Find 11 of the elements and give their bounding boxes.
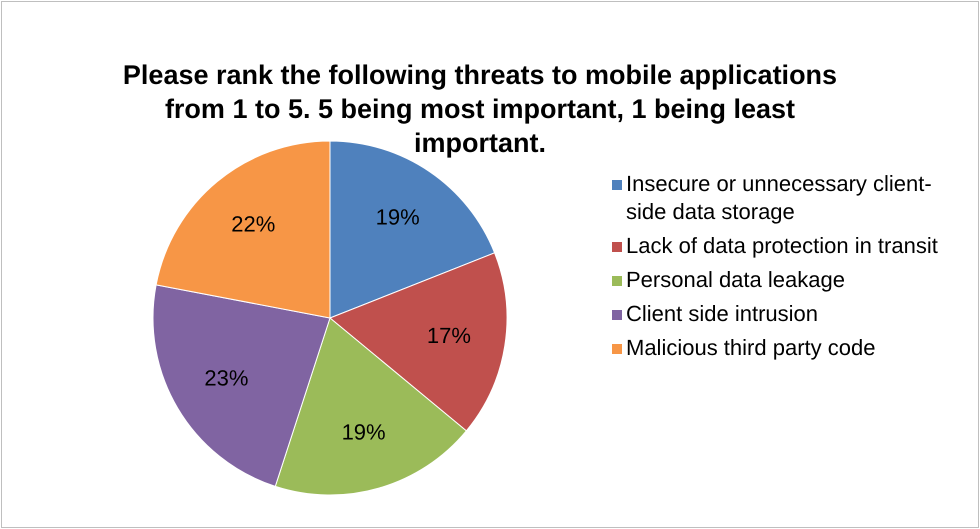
data-label: 19% <box>342 420 386 445</box>
data-label: 22% <box>231 211 276 236</box>
data-label: 23% <box>204 365 248 390</box>
chart-title: Please rank the following threats to mobile applications from 1 to 5. 5 being most important, 1 being least important. <box>122 59 838 160</box>
data-label: 19% <box>376 204 420 230</box>
legend-label: Lack of data protection in transit <box>626 232 938 260</box>
data-label: 17% <box>426 322 471 348</box>
legend-label: Malicious third party code <box>626 334 876 362</box>
legend-label: Insecure or unnecessary client-side data storage <box>626 170 933 226</box>
legend-label: Personal data leakage <box>626 266 845 294</box>
legend-label: Client side intrusion <box>626 300 818 328</box>
